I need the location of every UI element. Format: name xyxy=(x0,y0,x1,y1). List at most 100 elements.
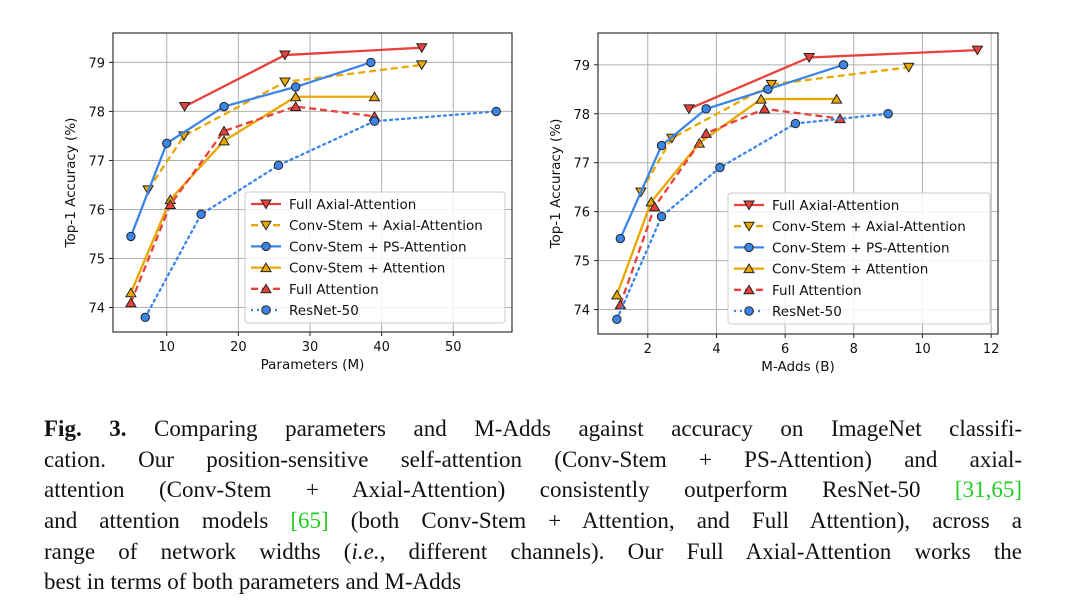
series-full-axial-attention xyxy=(683,45,984,115)
legend-label: Full Axial-Attention xyxy=(772,198,899,214)
x-tick-label: 8 xyxy=(850,342,858,357)
series-conv-stem-axial-attention xyxy=(635,62,915,198)
legend-box xyxy=(244,191,506,324)
legend-label: Conv-Stem + PS-Attention xyxy=(289,239,467,255)
data-point xyxy=(715,162,725,173)
data-point xyxy=(162,138,172,148)
x-tick-label: 10 xyxy=(158,340,175,355)
data-point xyxy=(289,91,302,102)
legend-label: Conv-Stem + PS-Attention xyxy=(772,240,950,256)
caption-line: cation. Our position-sensitive self-atte… xyxy=(44,445,1022,476)
citation-link[interactable]: [65] xyxy=(290,508,329,534)
data-point xyxy=(656,211,667,222)
data-point xyxy=(125,297,137,308)
data-point xyxy=(701,104,711,114)
caption-text: , different channels). Our Full Axial-At… xyxy=(379,538,1022,564)
x-tick-label: 6 xyxy=(781,342,789,357)
data-point xyxy=(763,84,773,94)
x-tick-label: 10 xyxy=(914,342,931,357)
series-full-axial-attention xyxy=(178,43,428,113)
data-point xyxy=(218,135,230,146)
legend-label: ResNet-50 xyxy=(772,304,842,320)
y-tick-label: 75 xyxy=(573,255,590,270)
data-point xyxy=(883,109,893,119)
data-point xyxy=(803,52,816,63)
data-point xyxy=(656,140,667,151)
data-point xyxy=(755,93,767,104)
legend-swatch-marker xyxy=(744,306,754,316)
plot-frame xyxy=(597,32,999,335)
caption-line: range of network widths (i.e., different… xyxy=(44,537,1022,568)
series-conv-stem-ps-attention xyxy=(615,60,849,244)
y-tick-label: 77 xyxy=(573,157,590,172)
y-tick-label: 76 xyxy=(573,206,590,221)
data-point xyxy=(758,103,771,114)
series-line xyxy=(639,66,909,193)
data-point xyxy=(700,127,713,138)
legend-label: Conv-Stem + Axial-Attention xyxy=(772,219,966,235)
data-point xyxy=(648,201,661,212)
data-point xyxy=(290,82,301,92)
x-tick-label: 30 xyxy=(302,340,319,355)
legend-swatch-marker xyxy=(260,220,272,231)
x-tick-label: 12 xyxy=(983,342,1000,357)
caption-line: best in terms of both parameters and M-A… xyxy=(44,567,1022,598)
legend-label: ResNet-50 xyxy=(289,303,359,319)
y-tick-label: 76 xyxy=(88,203,105,218)
series-resnet-50 xyxy=(612,109,893,325)
caption-line: Fig. 3. Comparing parameters and M-Adds … xyxy=(44,414,1022,445)
y-tick-label: 74 xyxy=(88,301,105,316)
data-point xyxy=(366,57,376,68)
data-point xyxy=(971,45,984,56)
series-resnet-50 xyxy=(140,106,501,322)
figure-caption: Fig. 3. Comparing parameters and M-Adds … xyxy=(44,414,1022,598)
legend-label: Full Attention xyxy=(772,283,862,299)
y-tick-label: 78 xyxy=(88,105,105,120)
legend-label: Conv-Stem + Axial-Attention xyxy=(289,218,483,234)
series-line xyxy=(144,110,498,319)
series-conv-stem-axial-attention xyxy=(142,60,428,196)
caption-line: attention (Conv-Stem + Axial-Attention) … xyxy=(44,475,1022,506)
y-tick-label: 77 xyxy=(88,154,105,169)
caption-text: and attention models xyxy=(44,508,291,534)
series-conv-stem-ps-attention xyxy=(126,57,376,242)
legend-swatch-marker xyxy=(260,283,272,294)
data-point xyxy=(765,79,778,90)
x-tick-label: 2 xyxy=(644,342,652,357)
data-point xyxy=(218,125,230,136)
y-tick-label: 74 xyxy=(573,304,590,319)
data-point xyxy=(415,43,428,54)
caption-text: (both Conv-Stem + Attention, and Full At… xyxy=(328,508,1022,534)
caption-text: cation. Our position-sensitive self-atte… xyxy=(44,446,1022,472)
data-point xyxy=(279,77,291,88)
data-point xyxy=(369,116,380,126)
legend-swatch-marker xyxy=(260,199,272,210)
figure-label: Fig. 3. xyxy=(44,416,127,441)
x-tick-label: 20 xyxy=(230,340,247,355)
caption-text: range of network widths ( xyxy=(44,538,352,564)
y-tick-label: 79 xyxy=(573,59,590,74)
data-point xyxy=(612,314,622,325)
legend-label: Full Attention xyxy=(289,282,379,298)
citation-link[interactable]: [31,65] xyxy=(954,477,1022,503)
data-point xyxy=(140,312,150,322)
data-point xyxy=(683,104,695,115)
caption-text: i.e. xyxy=(351,538,380,564)
legend-label: Conv-Stem + Attention xyxy=(289,261,445,277)
x-tick-label: 4 xyxy=(712,342,720,357)
x-tick-label: 40 xyxy=(373,340,390,355)
data-point xyxy=(219,101,229,112)
x-tick-label: 50 xyxy=(445,340,462,355)
data-point xyxy=(125,287,137,298)
data-point xyxy=(368,91,381,102)
data-point xyxy=(790,118,801,129)
legend-swatch-marker xyxy=(743,263,755,274)
data-point xyxy=(491,106,501,117)
legend-swatch-marker xyxy=(260,262,272,273)
data-point xyxy=(273,160,284,171)
legend-swatch-marker xyxy=(743,200,755,211)
y-tick-label: 78 xyxy=(573,108,590,123)
legend-swatch-marker xyxy=(744,242,754,253)
data-point xyxy=(615,233,626,244)
y-tick-label: 75 xyxy=(88,252,105,267)
